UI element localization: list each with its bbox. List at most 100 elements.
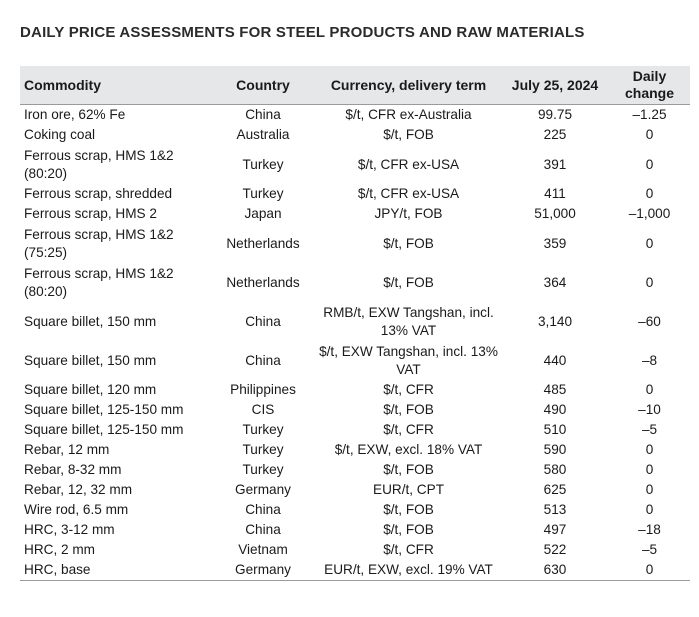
cell-daily-change: –5 xyxy=(641,542,658,557)
cell-commodity: Ferrous scrap, HMS 1&2 (75:25) xyxy=(24,226,174,260)
cell-daily-change: 0 xyxy=(645,382,654,397)
table-row: Square billet, 125-150 mm CIS $/t, FOB 490 –… xyxy=(20,400,690,420)
cell-commodity: Square billet, 125-150 mm xyxy=(24,402,184,417)
table-row: Ferrous scrap, HMS 1&2 (75:25) Netherland… xyxy=(20,224,690,263)
cell-country: Germany xyxy=(210,560,316,581)
header-row: Commodity Country Currency, delivery ter… xyxy=(20,66,690,105)
cell-price: 490 xyxy=(543,402,567,417)
cell-country: Turkey xyxy=(242,186,284,201)
cell-daily-change: 0 xyxy=(645,127,654,142)
table-row: Square billet, 150 mm China RMB/t, EXW Tan… xyxy=(20,302,690,341)
table-row: Rebar, 12 mm Turkey $/t, EXW, excl. 18% VA… xyxy=(20,440,690,460)
table-row: Square billet, 150 mm China $/t, EXW Tangs… xyxy=(20,341,690,380)
cell-daily-change: 0 xyxy=(645,235,654,251)
cell-commodity: HRC, base xyxy=(20,560,210,581)
cell-currency-term: $/t, FOB xyxy=(383,274,434,290)
cell-commodity: Ferrous scrap, HMS 1&2 (80:20) xyxy=(24,265,174,299)
cell-daily-change: –60 xyxy=(638,313,661,329)
cell-commodity: Square billet, 150 mm xyxy=(24,313,157,329)
cell-country: Philippines xyxy=(230,382,296,397)
cell-currency-term: $/t, CFR ex-Australia xyxy=(345,107,472,122)
cell-price: 630 xyxy=(501,560,609,581)
cell-price: 391 xyxy=(543,156,567,172)
header-daily-change-line1: Daily xyxy=(632,68,667,84)
cell-currency-term: EUR/t, EXW, excl. 19% VAT xyxy=(316,560,501,581)
cell-currency-term: $/t, FOB xyxy=(383,235,434,251)
cell-daily-change: 0 xyxy=(645,186,654,201)
cell-daily-change: 0 xyxy=(645,274,654,290)
cell-currency-term: $/t, FOB xyxy=(383,462,434,477)
cell-country: China xyxy=(245,352,281,368)
cell-commodity: Rebar, 12 mm xyxy=(24,442,110,457)
cell-country: China xyxy=(245,313,281,329)
cell-commodity: Square billet, 150 mm xyxy=(24,352,157,368)
cell-commodity: Ferrous scrap, HMS 2 xyxy=(24,206,157,221)
cell-currency-term: EUR/t, CPT xyxy=(373,482,444,497)
table-header: Commodity Country Currency, delivery ter… xyxy=(20,66,690,105)
cell-currency-term: $/t, CFR ex-USA xyxy=(357,186,460,201)
table-row: HRC, 2 mm Vietnam $/t, CFR 522 –5 xyxy=(20,540,690,560)
cell-price: 625 xyxy=(543,482,567,497)
cell-commodity: Ferrous scrap, shredded xyxy=(24,186,173,201)
cell-daily-change: 0 xyxy=(645,482,654,497)
table-row: Wire rod, 6.5 mm China $/t, FOB 513 0 xyxy=(20,500,690,520)
cell-price: 485 xyxy=(543,382,567,397)
cell-price: 580 xyxy=(543,462,567,477)
table-row: HRC, 3-12 mm China $/t, FOB 497 –18 xyxy=(20,520,690,540)
cell-price: 590 xyxy=(543,442,567,457)
cell-commodity: HRC, 2 mm xyxy=(24,542,95,557)
cell-commodity: Rebar, 12, 32 mm xyxy=(24,482,133,497)
cell-daily-change: 0 xyxy=(645,442,654,457)
table-row: Ferrous scrap, HMS 1&2 (80:20) Turkey $/t,… xyxy=(20,145,690,184)
cell-country: Turkey xyxy=(242,156,284,172)
cell-price: 364 xyxy=(543,274,567,290)
cell-price: 411 xyxy=(544,186,566,201)
cell-price: 225 xyxy=(543,127,567,142)
cell-country: Germany xyxy=(235,482,291,497)
cell-country: Australia xyxy=(236,127,290,142)
table-row: Ferrous scrap, shredded Turkey $/t, CFR ex… xyxy=(20,184,690,204)
cell-currency-term: $/t, FOB xyxy=(383,502,434,517)
cell-daily-change: –8 xyxy=(641,352,658,368)
table-row: Square billet, 120 mm Philippines $/t, CFR… xyxy=(20,380,690,400)
cell-price: 99.75 xyxy=(537,107,573,122)
cell-currency-term: $/t, EXW Tangshan, incl. 13% VAT xyxy=(319,343,498,377)
cell-country: CIS xyxy=(251,402,275,417)
cell-price: 522 xyxy=(543,542,567,557)
cell-commodity: Rebar, 8-32 mm xyxy=(24,462,122,477)
cell-currency-term: $/t, CFR xyxy=(383,422,434,437)
cell-currency-term: $/t, FOB xyxy=(383,402,434,417)
cell-commodity: HRC, 3-12 mm xyxy=(24,522,115,537)
cell-country: Turkey xyxy=(242,442,284,457)
cell-currency-term: RMB/t, EXW Tangshan, incl. 13% VAT xyxy=(323,304,494,338)
table-row: Ferrous scrap, HMS 1&2 (80:20) Netherland… xyxy=(20,263,690,302)
cell-currency-term: $/t, FOB xyxy=(383,522,434,537)
cell-commodity: Iron ore, 62% Fe xyxy=(24,107,126,122)
cell-daily-change: 0 xyxy=(645,502,654,517)
table-row: Rebar, 8-32 mm Turkey $/t, FOB 580 0 xyxy=(20,460,690,480)
cell-country: Netherlands xyxy=(226,235,300,251)
cell-commodity: Ferrous scrap, HMS 1&2 (80:20) xyxy=(24,147,174,181)
table-row: Coking coal Australia $/t, FOB 225 0 xyxy=(20,125,690,145)
cell-daily-change: –5 xyxy=(641,422,658,437)
table-row: Square billet, 125-150 mm Turkey $/t, CFR 5… xyxy=(20,420,690,440)
cell-price: 513 xyxy=(543,502,567,517)
cell-country: Japan xyxy=(244,206,282,221)
cell-commodity: Square billet, 125-150 mm xyxy=(24,422,184,437)
cell-daily-change: –1,000 xyxy=(628,206,671,221)
cell-country: Turkey xyxy=(242,422,284,437)
cell-currency-term: $/t, FOB xyxy=(383,127,434,142)
cell-price: 51,000 xyxy=(534,206,576,221)
cell-commodity: Square billet, 120 mm xyxy=(24,382,157,397)
table-row: Rebar, 12, 32 mm Germany EUR/t, CPT 625 0 xyxy=(20,480,690,500)
header-currency: Currency, delivery term xyxy=(316,66,501,105)
cell-country: China xyxy=(245,107,281,122)
cell-country: Turkey xyxy=(242,462,284,477)
cell-currency-term: JPY/t, FOB xyxy=(374,206,443,221)
cell-currency-term: $/t, CFR xyxy=(383,542,434,557)
cell-daily-change: –10 xyxy=(638,402,661,417)
cell-country: Netherlands xyxy=(226,274,300,290)
cell-daily-change: –18 xyxy=(638,522,661,537)
cell-country: China xyxy=(245,502,281,517)
price-table: Commodity Country Currency, delivery ter… xyxy=(20,66,690,581)
